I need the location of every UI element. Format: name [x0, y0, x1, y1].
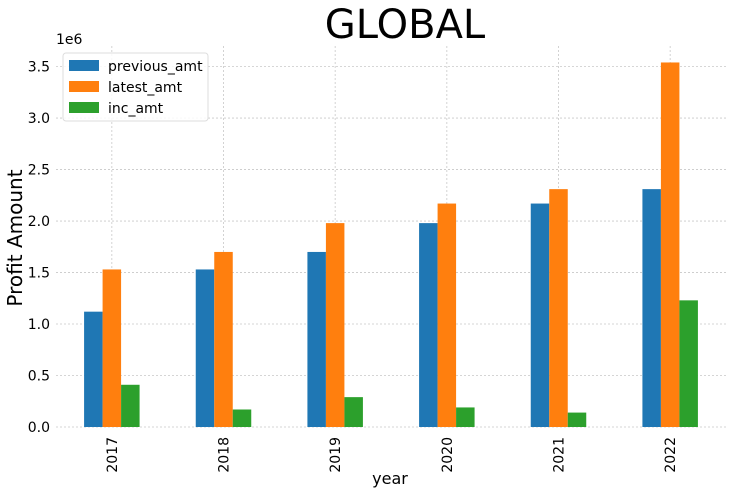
- bar-inc_amt-2020: [456, 407, 475, 427]
- bar-inc_amt-2022: [679, 300, 698, 427]
- bar-latest_amt-2022: [660, 62, 680, 427]
- bar-latest_amt-2020: [437, 203, 457, 427]
- legend-label: latest_amt: [108, 80, 183, 96]
- bar-inc_amt-2019: [344, 397, 363, 427]
- y-tick-label: 3.5: [28, 60, 50, 76]
- x-tick-label: 2017: [105, 437, 121, 473]
- legend-label: inc_amt: [108, 101, 164, 117]
- y-tick-label: 2.5: [28, 163, 50, 179]
- tick-labels: 0.0 0.5 1.0 1.5 2.0 2.5 3.0 3.5 2017 2018 2019 2020…: [28, 60, 679, 473]
- y-tick-label: 2.0: [28, 214, 50, 230]
- x-tick-label: 2022: [663, 437, 679, 473]
- bars: [84, 62, 698, 427]
- bar-previous_amt-2020: [419, 223, 438, 427]
- x-tick-label: 2018: [217, 437, 233, 473]
- bar-latest_amt-2019: [325, 223, 345, 427]
- legend-swatch: [69, 60, 99, 71]
- x-tick-label: 2020: [440, 437, 456, 473]
- bar-previous_amt-2021: [530, 203, 550, 427]
- x-axis-label: year: [372, 469, 408, 488]
- y-axis-label: Profit Amount: [3, 169, 27, 306]
- y-axis-offset-label: 1e6: [56, 32, 83, 48]
- legend-label: previous_amt: [108, 59, 203, 75]
- y-tick-label: 0.0: [28, 420, 50, 436]
- bar-inc_amt-2021: [567, 412, 587, 427]
- y-tick-label: 1.0: [28, 317, 50, 333]
- x-tick-label: 2021: [552, 437, 568, 473]
- legend-swatch: [69, 102, 99, 113]
- bar-latest_amt-2021: [549, 189, 568, 427]
- bar-latest_amt-2017: [102, 269, 122, 427]
- bar-previous_amt-2019: [307, 251, 326, 427]
- bar-latest_amt-2018: [214, 251, 233, 427]
- x-tick-label: 2019: [328, 437, 344, 473]
- bar-previous_amt-2017: [84, 311, 103, 427]
- y-tick-label: 0.5: [28, 369, 50, 385]
- bar-inc_amt-2017: [121, 384, 140, 427]
- legend-box: [62, 52, 209, 122]
- chart-title: GLOBAL: [325, 2, 486, 48]
- bar-inc_amt-2018: [232, 409, 252, 427]
- y-tick-label: 3.0: [28, 111, 50, 127]
- legend-swatch: [69, 81, 99, 92]
- bar-previous_amt-2018: [195, 269, 215, 427]
- legend: previous_amt latest_amt inc_amt: [62, 52, 209, 122]
- y-tick-label: 1.5: [28, 266, 50, 282]
- bar-previous_amt-2022: [642, 189, 661, 427]
